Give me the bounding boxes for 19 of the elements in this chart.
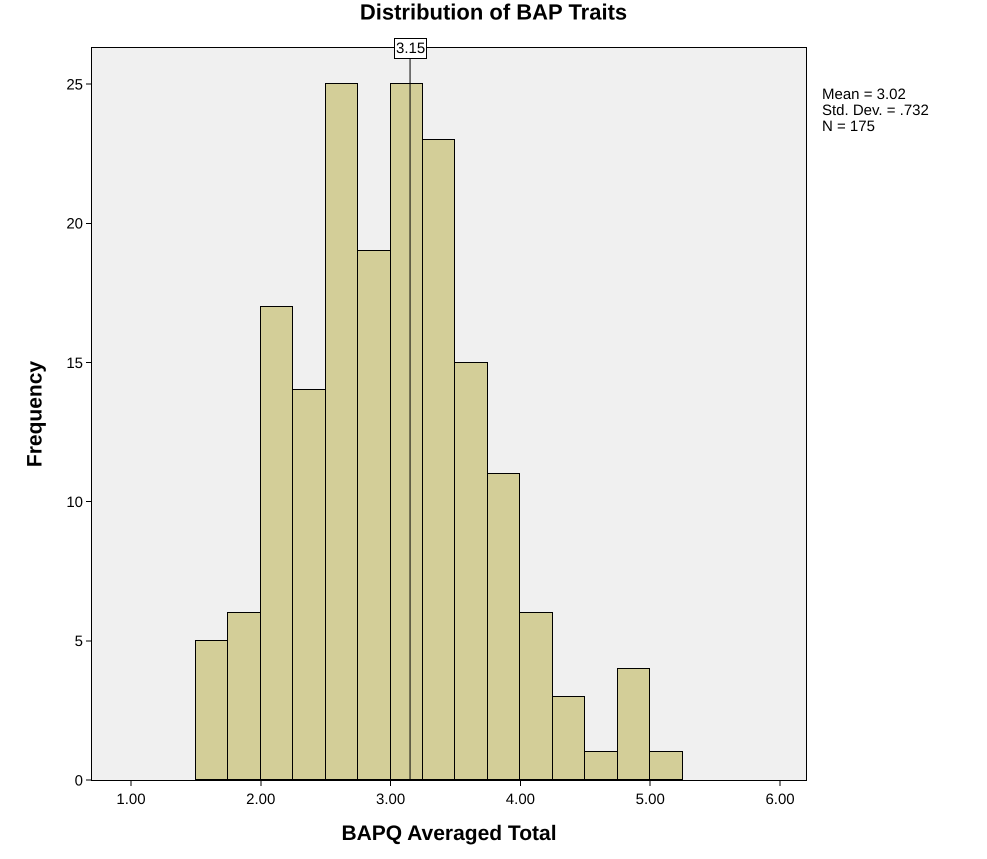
x-axis-title: BAPQ Averaged Total <box>341 822 557 846</box>
x-tick-label: 3.00 <box>376 791 406 808</box>
y-axis-title: Frequency <box>23 360 46 468</box>
chart-title: Distribution of BAP Traits <box>360 0 628 25</box>
ref-line-label: 3.15 <box>396 40 426 57</box>
x-tick-label: 6.00 <box>765 791 795 808</box>
x-tick-label: 2.00 <box>246 791 276 808</box>
text: N = 175 <box>822 118 875 135</box>
text: Mean = 3.02 <box>822 86 906 103</box>
y-tick-label: 25 <box>66 76 83 94</box>
text: Std. Dev. = .732 <box>822 102 929 119</box>
y-tick-label: 10 <box>66 494 83 511</box>
y-tick-label: 15 <box>66 354 83 372</box>
x-tick-label: 4.00 <box>506 791 535 808</box>
x-tick-label: 1.00 <box>116 791 146 808</box>
y-tick-label: 5 <box>74 633 83 650</box>
x-tick-label: 5.00 <box>636 791 665 808</box>
y-tick-label: 0 <box>74 772 83 790</box>
y-tick-label: 20 <box>66 216 83 233</box>
